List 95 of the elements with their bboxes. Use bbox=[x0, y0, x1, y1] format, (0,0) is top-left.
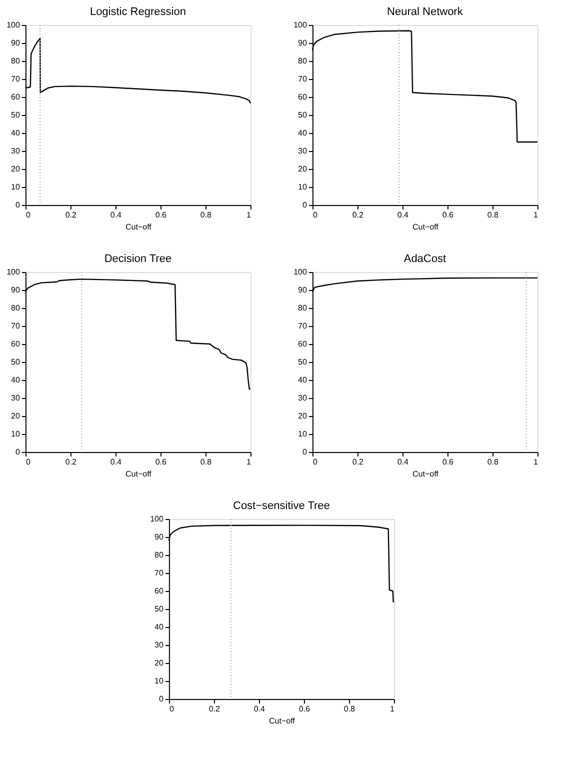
y-tick-label: 30 bbox=[298, 146, 308, 156]
y-tick-label: 20 bbox=[298, 164, 308, 174]
y-tick-label: 40 bbox=[154, 622, 164, 632]
y-tick-label: 100 bbox=[6, 268, 20, 276]
y-tick-label: 90 bbox=[298, 38, 308, 48]
chart-title: Decision Tree bbox=[104, 253, 172, 265]
x-tick-label: 0.2 bbox=[65, 210, 78, 220]
x-axis-title: Cut−off bbox=[269, 716, 296, 726]
x-tick-label: 0.6 bbox=[155, 210, 168, 220]
y-tick-label: 20 bbox=[11, 412, 20, 420]
y-tick-label: 80 bbox=[11, 304, 20, 312]
x-tick-label: 0.6 bbox=[155, 458, 168, 466]
y-tick-label: 40 bbox=[298, 376, 308, 384]
y-tick-label: 50 bbox=[11, 358, 20, 366]
x-tick-label: 0.6 bbox=[442, 458, 454, 466]
y-tick-label: 60 bbox=[298, 340, 308, 348]
y-tick-label: 30 bbox=[154, 640, 164, 650]
x-tick-label: 1 bbox=[533, 210, 538, 220]
x-tick-label: 0.8 bbox=[487, 458, 500, 466]
y-tick-label: 20 bbox=[11, 164, 20, 174]
y-tick-label: 100 bbox=[294, 20, 308, 30]
y-tick-label: 30 bbox=[11, 394, 20, 402]
y-tick-label: 70 bbox=[154, 568, 164, 578]
y-tick-label: 10 bbox=[154, 676, 164, 686]
y-tick-label: 0 bbox=[15, 448, 20, 456]
x-tick-label: 0 bbox=[312, 210, 318, 220]
x-tick-label: 0.6 bbox=[442, 210, 454, 220]
x-tick-label: 1 bbox=[533, 458, 538, 466]
y-tick-label: 20 bbox=[154, 658, 164, 668]
y-tick-label: 80 bbox=[298, 56, 308, 66]
x-tick-label: 0.8 bbox=[487, 210, 500, 220]
x-tick-label: 0.2 bbox=[65, 458, 78, 466]
x-tick-label: 0 bbox=[26, 210, 31, 220]
y-tick-label: 0 bbox=[302, 448, 308, 456]
chart-title: Cost−sensitive Tree bbox=[232, 500, 330, 512]
y-tick-label: 10 bbox=[11, 182, 20, 192]
y-tick-label: 10 bbox=[298, 430, 308, 438]
y-tick-label: 50 bbox=[11, 110, 20, 120]
x-tick-label: 0.4 bbox=[397, 210, 410, 220]
x-tick-label: 0.2 bbox=[208, 704, 221, 714]
y-tick-label: 60 bbox=[11, 92, 20, 102]
x-tick-label: 0.4 bbox=[110, 458, 122, 466]
x-tick-label: 0.8 bbox=[344, 704, 356, 714]
x-tick-label: 0.2 bbox=[352, 458, 364, 466]
x-axis-title: Cut−off bbox=[126, 222, 152, 232]
y-tick-label: 50 bbox=[298, 358, 308, 366]
x-tick-label: 0 bbox=[312, 458, 318, 466]
y-tick-label: 80 bbox=[11, 56, 20, 66]
y-tick-label: 0 bbox=[302, 200, 308, 210]
y-tick-label: 10 bbox=[11, 430, 20, 438]
y-tick-label: 100 bbox=[294, 268, 308, 276]
y-tick-label: 70 bbox=[298, 322, 308, 330]
x-tick-label: 0 bbox=[169, 704, 174, 714]
chart-title: AdaCost bbox=[404, 253, 446, 265]
y-tick-label: 20 bbox=[298, 412, 308, 420]
x-axis-title: Cut−off bbox=[412, 222, 440, 232]
y-tick-label: 40 bbox=[11, 376, 20, 384]
y-tick-label: 90 bbox=[154, 532, 164, 542]
x-tick-label: 0.2 bbox=[352, 210, 364, 220]
y-tick-label: 30 bbox=[11, 146, 20, 156]
chart-title: Logistic Regression bbox=[90, 6, 186, 18]
y-tick-label: 80 bbox=[154, 550, 164, 560]
y-tick-label: 70 bbox=[298, 74, 308, 84]
y-tick-label: 0 bbox=[15, 200, 20, 210]
y-tick-label: 40 bbox=[11, 128, 20, 138]
x-axis-title: Cut−off bbox=[126, 470, 152, 478]
x-axis-title: Cut−off bbox=[412, 470, 440, 478]
x-tick-label: 0.4 bbox=[254, 704, 266, 714]
y-tick-label: 90 bbox=[298, 286, 308, 294]
y-tick-label: 90 bbox=[11, 38, 20, 48]
x-tick-label: 0.8 bbox=[200, 458, 212, 466]
y-tick-label: 60 bbox=[154, 586, 164, 596]
x-tick-label: 0.6 bbox=[298, 704, 311, 714]
y-tick-label: 40 bbox=[298, 128, 308, 138]
y-tick-label: 100 bbox=[150, 514, 164, 524]
x-tick-label: 0.4 bbox=[397, 458, 410, 466]
y-tick-label: 70 bbox=[11, 74, 20, 84]
x-tick-label: 0.8 bbox=[200, 210, 212, 220]
y-tick-label: 70 bbox=[11, 322, 20, 330]
y-tick-label: 100 bbox=[6, 20, 20, 30]
x-tick-label: 1 bbox=[246, 458, 252, 466]
y-tick-label: 90 bbox=[11, 286, 20, 294]
x-tick-label: 1 bbox=[390, 704, 395, 714]
chart-title: Neural Network bbox=[387, 6, 464, 18]
y-tick-label: 50 bbox=[154, 604, 164, 614]
y-tick-label: 60 bbox=[11, 340, 20, 348]
x-tick-label: 0 bbox=[26, 458, 31, 466]
y-tick-label: 60 bbox=[298, 92, 308, 102]
y-tick-label: 80 bbox=[298, 304, 308, 312]
x-tick-label: 0.4 bbox=[110, 210, 122, 220]
y-tick-label: 30 bbox=[298, 394, 308, 402]
y-tick-label: 50 bbox=[298, 110, 308, 120]
x-tick-label: 1 bbox=[246, 210, 252, 220]
y-tick-label: 10 bbox=[298, 182, 308, 192]
y-tick-label: 0 bbox=[158, 694, 164, 704]
